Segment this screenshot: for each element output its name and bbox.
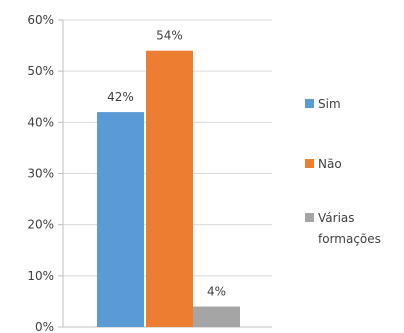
y-tick-label: 50% [27, 64, 54, 78]
y-tick-label: 0% [35, 320, 54, 333]
y-tick-label: 30% [27, 167, 54, 181]
y-tick-label: 60% [27, 13, 54, 27]
y-tick-label: 10% [27, 269, 54, 283]
bars [97, 50, 240, 327]
legend-label: Não [318, 157, 342, 171]
data-label: 4% [207, 285, 226, 299]
legend-swatch [305, 99, 314, 108]
data-label: 42% [107, 90, 134, 104]
y-tick-label: 20% [27, 218, 54, 232]
legend-swatch [305, 213, 314, 222]
legend-label: Sim [318, 97, 341, 111]
legend-label: Várias [318, 211, 355, 225]
legend-label: formações [318, 232, 381, 246]
legend: Sim Não Várias formações [305, 97, 381, 246]
legend-swatch [305, 159, 314, 168]
data-label: 54% [156, 29, 183, 43]
bar-1 [97, 112, 144, 327]
bar-2 [146, 50, 193, 327]
data-labels: 42% 54% 4% [107, 29, 226, 299]
y-tick-label: 40% [27, 115, 54, 129]
bar-3 [193, 306, 240, 327]
